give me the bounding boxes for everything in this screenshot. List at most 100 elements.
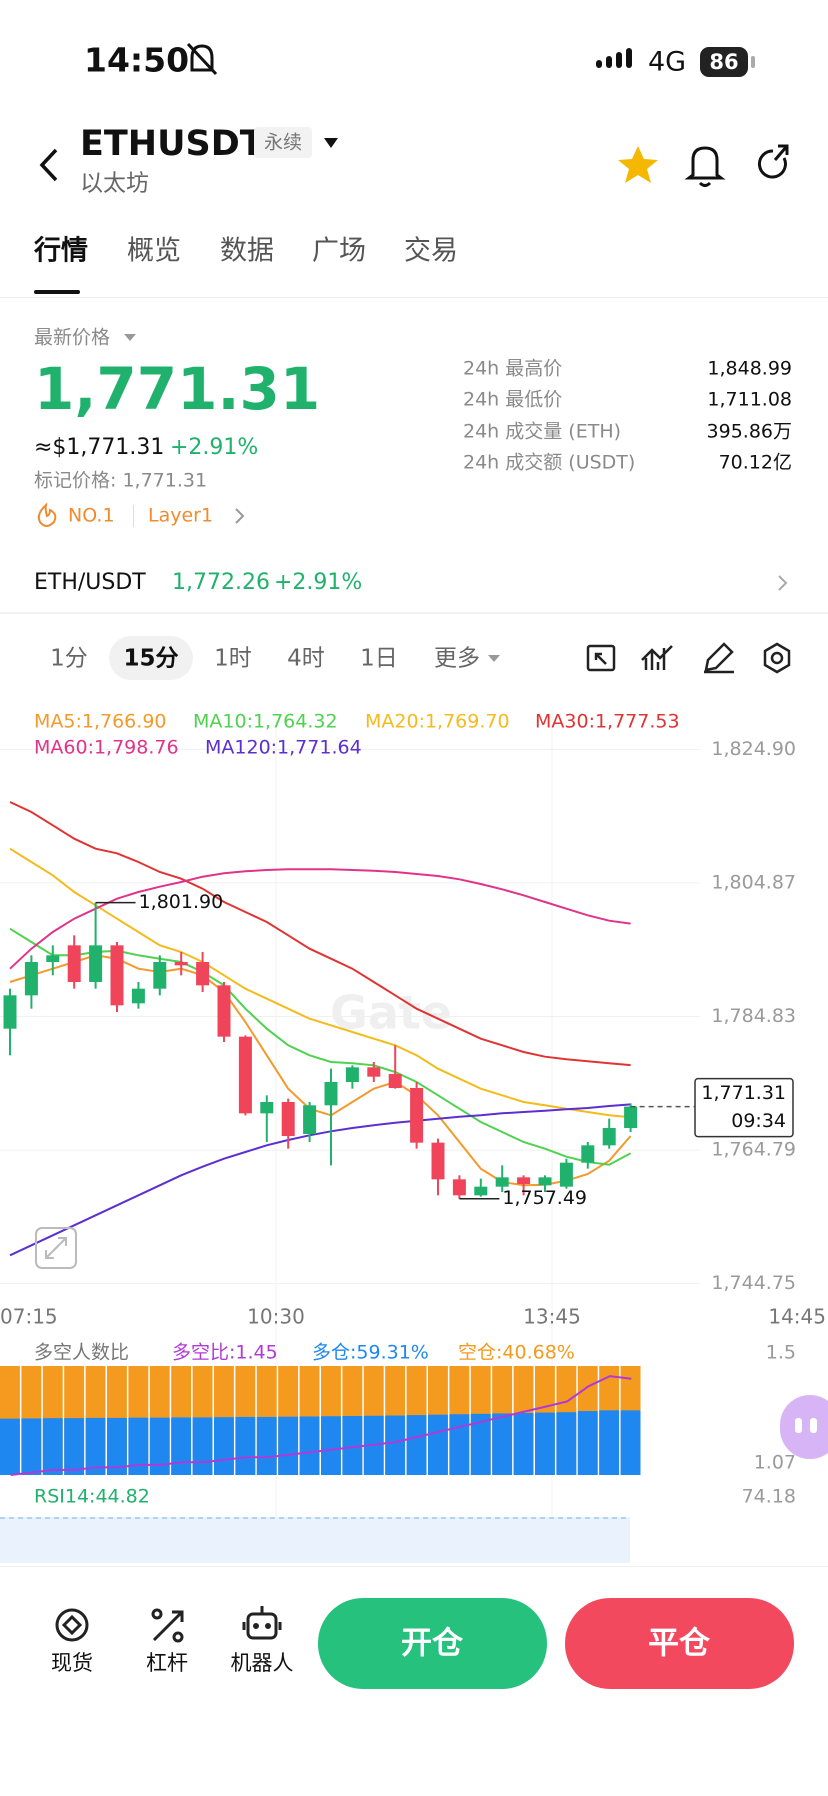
tag: 永续	[264, 132, 302, 154]
sentiment-legend: 空仓:40.68%	[458, 1342, 575, 1364]
candle-body	[260, 1102, 274, 1114]
long-bar	[21, 1418, 42, 1475]
settings-tool[interactable]	[763, 642, 791, 674]
flame-icon	[37, 502, 57, 527]
long-bar	[449, 1414, 470, 1475]
price-label: 最新价格	[34, 327, 110, 349]
low-label: 1,757.49	[502, 1187, 587, 1209]
nav-label[interactable]: 杠杆	[146, 1651, 188, 1675]
tab[interactable]: 行情	[33, 235, 88, 267]
candle-body	[581, 1145, 595, 1163]
open-label[interactable]: 开仓	[401, 1626, 464, 1662]
rsi-label: RSI14:44.82	[34, 1486, 150, 1508]
candle-body	[345, 1067, 359, 1082]
y-tick-label: 1,784.83	[711, 1005, 796, 1027]
alert-bell[interactable]	[684, 146, 726, 187]
spot-icon[interactable]	[55, 1608, 89, 1642]
candle-body	[324, 1082, 338, 1106]
kline-chart: Gate1,824.901,804.871,784.831,764.791,74…	[0, 710, 826, 1563]
rank-badge[interactable]: NO.1	[68, 505, 115, 527]
spot-pair[interactable]: ETH/USDT	[34, 570, 146, 595]
long-bar	[171, 1417, 192, 1475]
close-button[interactable]	[565, 1598, 794, 1689]
leverage-icon[interactable]	[151, 1608, 184, 1643]
sentiment-legend: 多空人数比	[34, 1342, 129, 1364]
draw-tool[interactable]	[704, 642, 734, 674]
close-label[interactable]: 平仓	[648, 1626, 711, 1662]
open-button[interactable]	[318, 1598, 547, 1689]
mark-price: 标记价格: 1,771.31	[34, 470, 207, 492]
symbol-dropdown[interactable]	[324, 138, 338, 148]
candle-body	[303, 1105, 317, 1134]
spot-change: +2.91%	[274, 570, 362, 595]
stat-value: 395.86万	[707, 421, 792, 443]
chart-tools	[586, 642, 791, 674]
candle-body	[281, 1102, 295, 1136]
mute-icon	[186, 42, 218, 76]
expand-button[interactable]	[35, 1227, 77, 1269]
y-tick-label: 1.5	[766, 1342, 796, 1364]
candle-body	[452, 1179, 466, 1196]
nav-label[interactable]: 机器人	[231, 1651, 294, 1675]
interval[interactable]: 更多	[434, 646, 480, 672]
candle-body	[431, 1142, 445, 1180]
y-tick-label: 1,804.87	[711, 871, 796, 893]
sector-badge[interactable]: Layer1	[148, 505, 213, 527]
candle-body	[474, 1186, 488, 1196]
favorite-star[interactable]	[618, 146, 658, 183]
stat-label: 24h 最低价	[463, 389, 562, 411]
long-bar	[214, 1417, 234, 1475]
ma-legend: MA10:1,764.32	[193, 711, 338, 733]
tab[interactable]: 数据	[220, 236, 274, 267]
candle-body	[3, 995, 17, 1029]
long-bar	[42, 1418, 63, 1475]
symbol: ETHUSDT	[80, 124, 264, 164]
nav-label[interactable]: 现货	[51, 1651, 93, 1675]
interval[interactable]: 4时	[287, 646, 325, 672]
interval-selected	[109, 636, 193, 680]
y-tick-label: 1,824.90	[711, 738, 796, 760]
interval[interactable]: 1分	[50, 646, 88, 672]
share-icon[interactable]	[757, 144, 789, 179]
interval[interactable]: 1时	[214, 646, 252, 672]
last-price: 1,771.31	[34, 355, 320, 423]
candle-body	[495, 1177, 509, 1187]
candle-body	[217, 985, 231, 1037]
tab[interactable]: 概览	[127, 236, 181, 267]
assistant-eye	[795, 1418, 802, 1433]
long-bar	[599, 1410, 620, 1475]
back-button[interactable]	[39, 148, 58, 182]
long-bar	[385, 1415, 406, 1475]
assistant-bubble[interactable]	[780, 1395, 828, 1459]
spot-chevron[interactable]	[778, 575, 788, 591]
tab[interactable]: 广场	[312, 236, 366, 267]
indicator-tool[interactable]	[641, 645, 673, 670]
sentiment-legend: 多空比:1.45	[172, 1342, 278, 1364]
badge-chevron[interactable]	[235, 508, 245, 524]
interval[interactable]: 1日	[360, 646, 398, 672]
candle-body	[174, 962, 188, 966]
last-price-box	[694, 1077, 794, 1138]
bot-icon[interactable]	[242, 1606, 282, 1640]
candle-body	[46, 955, 60, 962]
stat-label: 24h 成交额 (USDT)	[463, 452, 635, 474]
long-bar	[299, 1416, 320, 1475]
candle-body	[24, 962, 38, 996]
ma-legend: MA120:1,771.64	[205, 737, 362, 759]
clock: 14:50	[84, 41, 189, 80]
price-label-caret[interactable]	[124, 334, 136, 341]
candle-body	[517, 1177, 531, 1184]
long-bar	[278, 1416, 299, 1475]
fullscreen-tool[interactable]	[586, 644, 616, 672]
interval[interactable]: 15分	[123, 646, 178, 672]
sentiment-legend: 多仓:59.31%	[312, 1342, 429, 1364]
divider	[0, 612, 828, 614]
battery	[700, 47, 748, 77]
long-bar	[620, 1410, 641, 1475]
x-tick-label: 13:45	[523, 1305, 581, 1329]
candle-body	[67, 945, 81, 982]
tab[interactable]: 交易	[404, 236, 458, 267]
countdown: 09:34	[731, 1110, 786, 1132]
ma-line	[9, 954, 632, 1187]
stat-label: 24h 最高价	[463, 358, 562, 380]
